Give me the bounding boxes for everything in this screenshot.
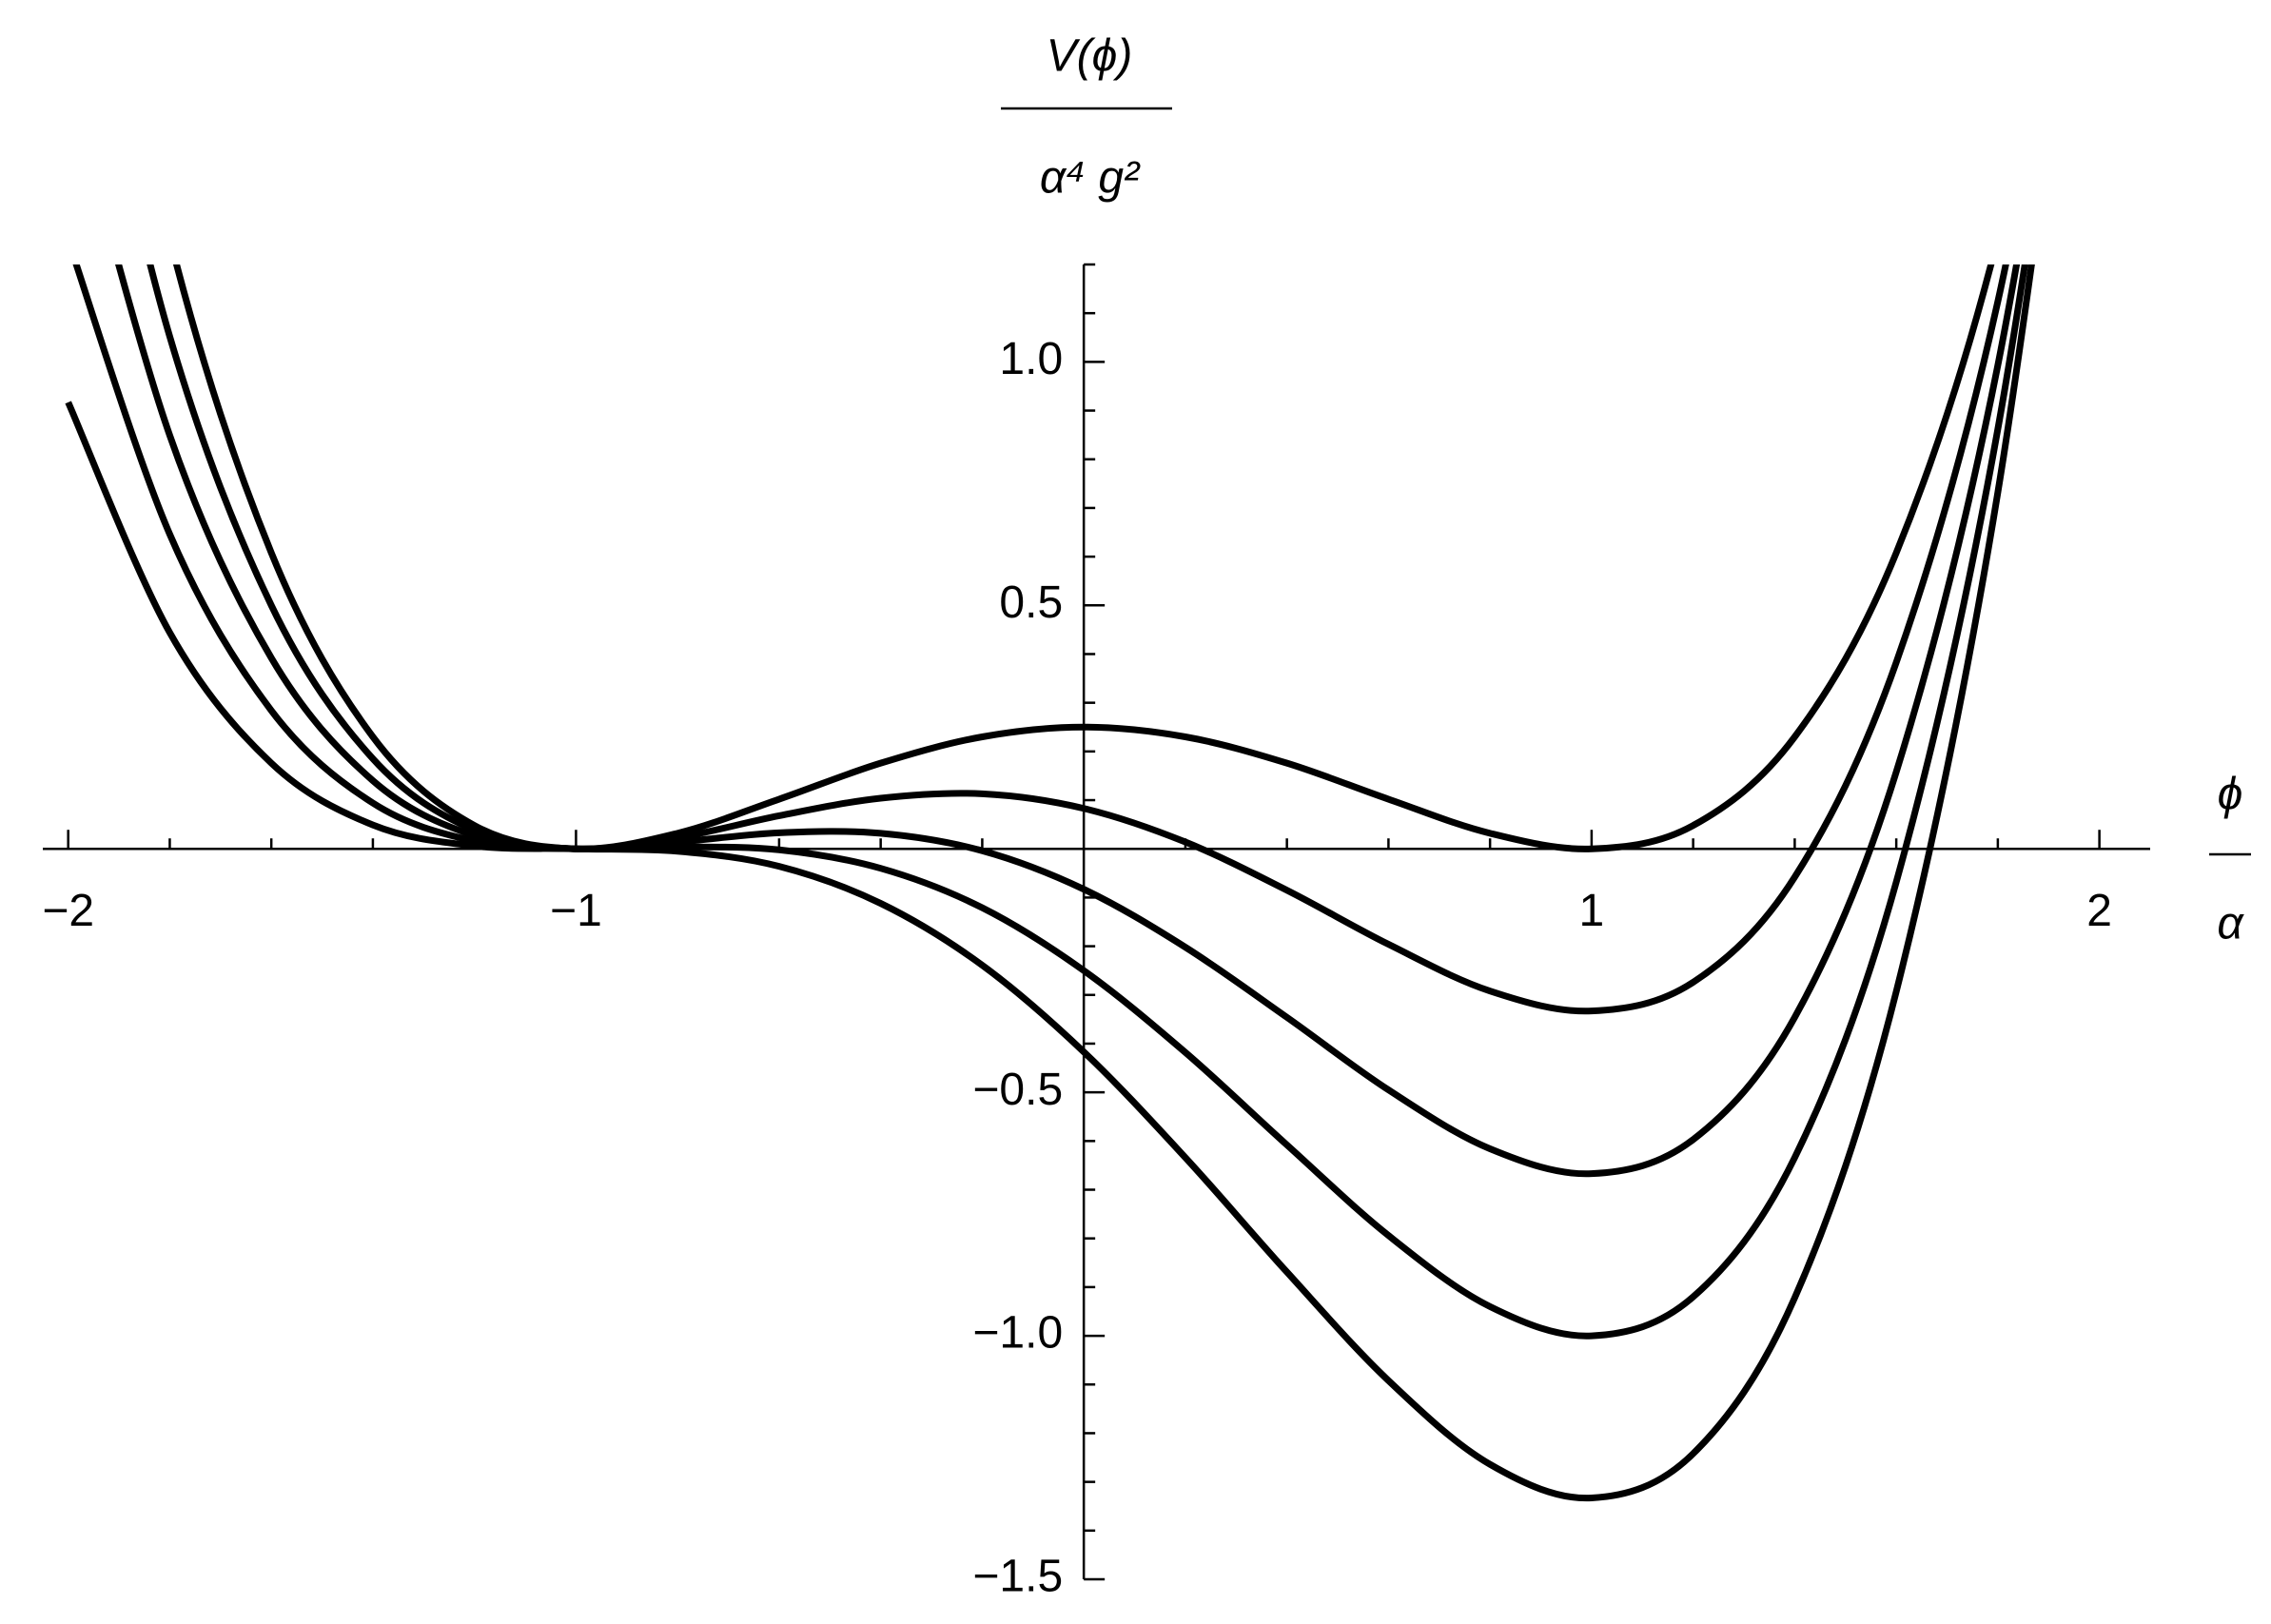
curve <box>115 264 2021 1178</box>
x-tick-label: −2 <box>42 886 94 936</box>
y-tick-label: −0.5 <box>972 1065 1063 1115</box>
x-tick-label: −1 <box>550 886 602 936</box>
y-label-numerator: V(ϕ) <box>1047 31 1133 82</box>
curve <box>147 264 2009 1015</box>
x-tick-label: 1 <box>1579 886 1605 936</box>
curves <box>65 264 2035 1502</box>
y-tick-label: 0.5 <box>999 577 1063 628</box>
y-tick-label: −1.5 <box>972 1552 1063 1602</box>
curve <box>65 264 2035 1502</box>
curve <box>172 264 1995 852</box>
y-label-denominator: α⁴ g² <box>1040 153 1141 204</box>
x-tick-label: 2 <box>2086 886 2112 936</box>
x-label-denominator: α <box>2217 899 2244 949</box>
curve <box>72 264 2028 1340</box>
y-tick-label: 1.0 <box>999 334 1063 384</box>
y-tick-label: −1.0 <box>972 1308 1063 1359</box>
x-label-numerator: ϕ <box>2218 770 2243 820</box>
